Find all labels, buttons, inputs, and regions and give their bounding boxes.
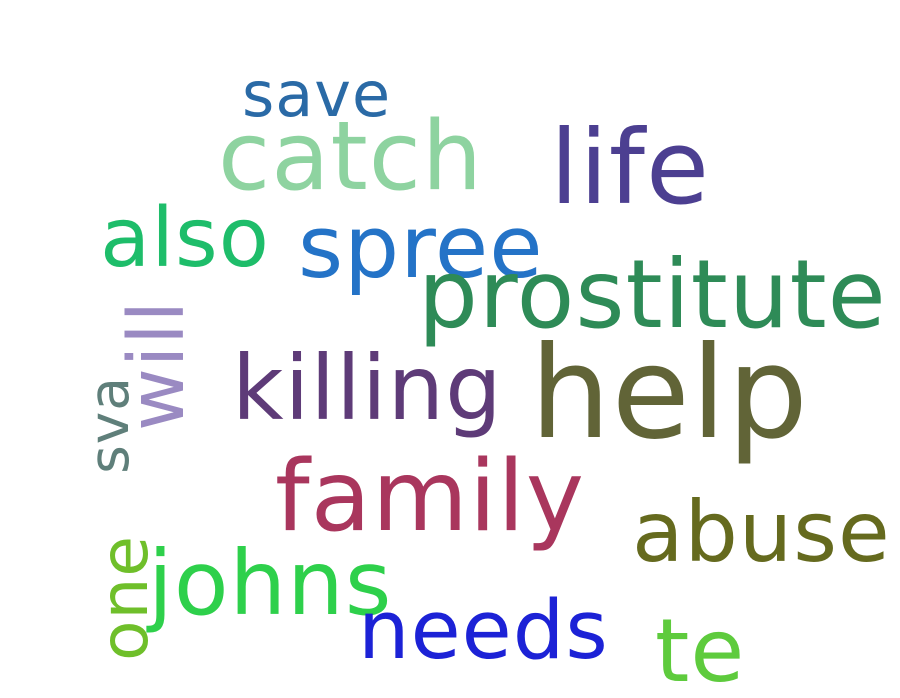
- word-johns: johns: [148, 532, 393, 636]
- word-also: also: [100, 191, 270, 286]
- word-spree: spree: [298, 198, 544, 298]
- word-catch: catch: [218, 102, 484, 212]
- word-save: save: [242, 58, 392, 131]
- word-prostitute: prostitute: [418, 240, 887, 350]
- word-te: te: [655, 600, 746, 698]
- word-help: help: [530, 319, 809, 467]
- word-needs: needs: [358, 583, 609, 678]
- word-abuse: abuse: [632, 483, 891, 581]
- word-sva: sva: [77, 376, 141, 474]
- word-family: family: [275, 440, 586, 554]
- word-killing: killing: [232, 337, 503, 441]
- word-life: life: [550, 109, 710, 228]
